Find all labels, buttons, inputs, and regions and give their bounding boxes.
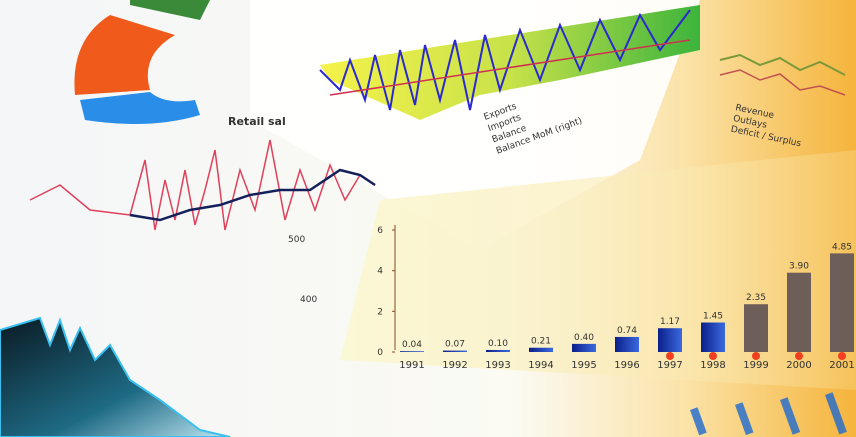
- bar: [830, 253, 854, 352]
- bar: [787, 272, 811, 352]
- x-tick-label: 1998: [700, 360, 725, 371]
- y-tick-label: 6: [377, 226, 383, 236]
- value-label: 2.35: [746, 293, 766, 303]
- x-tick-label: 1995: [571, 360, 596, 371]
- line: [29, 139, 376, 231]
- marker: [752, 352, 760, 360]
- x-tick-label: 1994: [528, 360, 553, 371]
- bar: [744, 304, 768, 352]
- y-tick-label: 4: [377, 267, 383, 277]
- bar-chart: 0 2 4 6 0.04 1991 0.07 1992 0.10 1993 0.21 1994 0.40…: [377, 226, 854, 371]
- marker: [838, 352, 846, 360]
- bar: [529, 347, 553, 352]
- bar: [486, 349, 510, 352]
- bar: [615, 336, 639, 352]
- pie-slice: [80, 92, 200, 124]
- value-label: 0.40: [574, 333, 594, 343]
- x-tick-label: 1992: [442, 360, 467, 371]
- area: [0, 316, 231, 437]
- decor-bars: [690, 392, 847, 436]
- paper-sheet: [340, 150, 856, 390]
- value-label: 0.21: [531, 337, 551, 347]
- x-tick-label: 1999: [743, 360, 768, 371]
- bar: [701, 322, 725, 352]
- value-label: 0.10: [488, 339, 508, 349]
- value-label: 4.85: [832, 242, 852, 252]
- x-tick-label: 1996: [614, 360, 639, 371]
- x-tick-label: 2001: [829, 360, 854, 371]
- bar: [443, 350, 467, 352]
- x-tick-label: 1997: [657, 360, 682, 371]
- value-label: 1.45: [703, 312, 723, 322]
- value-label: 0.74: [617, 326, 637, 336]
- value-label: 1.17: [660, 317, 680, 327]
- line: [719, 53, 846, 76]
- value-label: 3.90: [789, 262, 809, 272]
- line: [129, 168, 376, 222]
- marker: [795, 352, 803, 360]
- line: [329, 39, 691, 96]
- x-tick-label: 2000: [786, 360, 811, 371]
- line: [319, 9, 691, 111]
- bar: [400, 351, 424, 352]
- pie-slice: [74, 15, 175, 95]
- pie-slice: [130, 0, 210, 20]
- value-label: 0.04: [402, 340, 422, 350]
- bar: [658, 328, 682, 352]
- y-tick-label: 2: [377, 307, 383, 317]
- marker: [666, 352, 674, 360]
- marker: [709, 352, 717, 360]
- tick-label: 400: [300, 295, 317, 305]
- x-tick-label: 1993: [485, 360, 510, 371]
- tick-label: 500: [288, 235, 305, 245]
- y-tick-label: 0: [377, 348, 383, 358]
- bar: [572, 343, 596, 352]
- x-tick-label: 1991: [399, 360, 424, 371]
- value-label: 0.07: [445, 340, 465, 350]
- chart-title: Retail sal: [228, 115, 286, 128]
- line: [719, 69, 846, 96]
